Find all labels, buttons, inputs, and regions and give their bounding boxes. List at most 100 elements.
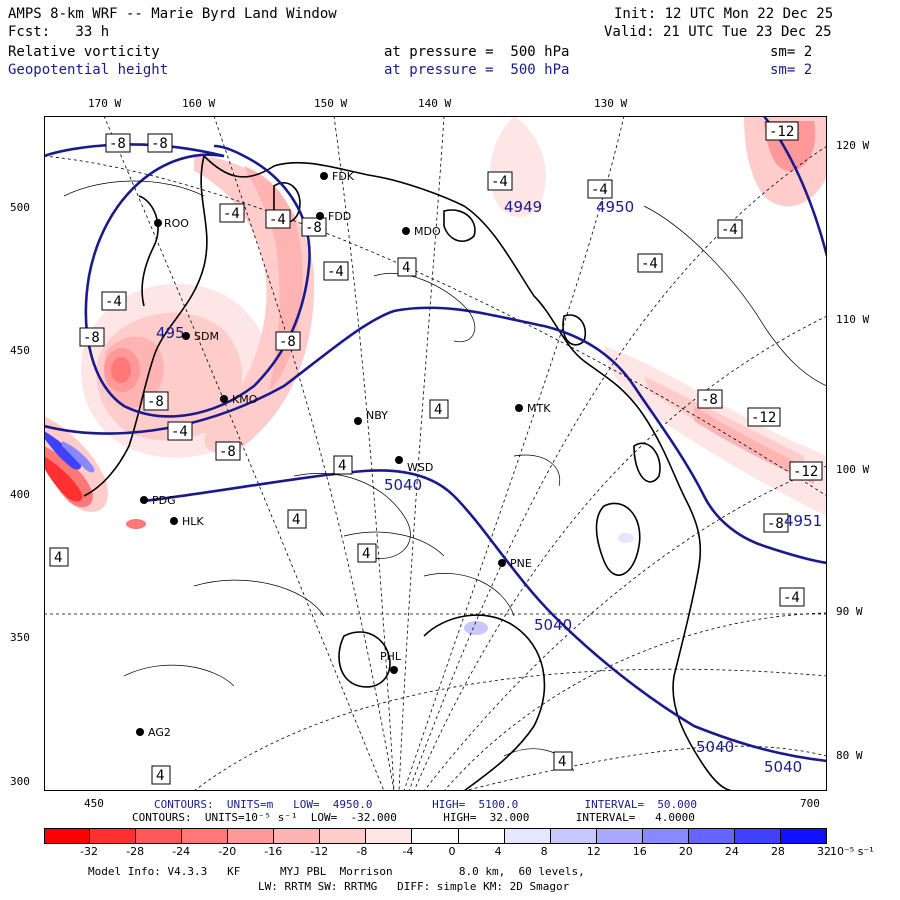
field2-name: Geopotential height <box>8 62 169 78</box>
top-lon-170: 170 W <box>88 97 122 110</box>
svg-text:-8: -8 <box>147 394 164 410</box>
colorbar-swatch <box>90 828 137 844</box>
top-lon-140: 140 W <box>418 97 452 110</box>
station-ag2: AG2 <box>136 726 171 739</box>
svg-text:-8: -8 <box>151 136 168 152</box>
valid-time: Valid: 21 UTC Tue 23 Dec 25 <box>604 24 832 40</box>
colorbar-swatch <box>642 828 689 844</box>
vort-label-pos4-1: 4 <box>397 257 417 277</box>
height-label-4949: 4949 <box>504 198 542 216</box>
vort-label-neg4-8: -4 <box>637 253 663 273</box>
height-label-495: 495 <box>156 324 185 342</box>
top-lon-150: 150 W <box>314 97 348 110</box>
colorbar-tick-label: -16 <box>264 845 283 858</box>
svg-text:-4: -4 <box>105 294 122 310</box>
svg-text:SDM: SDM <box>194 330 219 343</box>
vort-label-neg8-1: -8 <box>105 133 131 153</box>
vort-label-neg4-2: -4 <box>265 209 291 229</box>
svg-text:4: 4 <box>338 458 346 474</box>
vorticity-labels: -8 -8 -4 -4 -8 -4 -4 -8 -8 -8 -4 -8 -4 -… <box>49 121 823 785</box>
colorbar-tick-label: 12 <box>586 845 601 858</box>
right-lon-110: 110 W <box>836 313 870 326</box>
colorbar-swatch <box>274 828 321 844</box>
svg-text:4: 4 <box>156 768 164 784</box>
svg-text:-4: -4 <box>721 222 738 238</box>
colorbar-tick-label: 8 <box>540 845 548 858</box>
stations: ROO FDK FDD MDO SDM KMO NBY WSD MTK PDG … <box>136 170 551 739</box>
colorbar-tick-label: 0 <box>448 845 456 858</box>
svg-text:-4: -4 <box>223 206 240 222</box>
svg-text:4: 4 <box>362 546 370 562</box>
colorbar-swatch <box>596 828 643 844</box>
svg-text:-12: -12 <box>751 410 776 426</box>
colorbar-swatch <box>458 828 505 844</box>
svg-text:4: 4 <box>402 260 410 276</box>
vort-label-neg12-2: -12 <box>747 407 781 427</box>
vort-label-neg12-1: -12 <box>765 121 799 141</box>
vort-label-pos4-6: 4 <box>553 751 573 771</box>
vort-label-neg4-10: -4 <box>779 587 805 607</box>
vort-label-pos4-4: 4 <box>287 509 307 529</box>
colorbar-tick-label: 28 <box>770 845 785 858</box>
field1-level: at pressure = 500 hPa <box>384 44 570 60</box>
station-sdm: SDM <box>182 330 219 343</box>
svg-text:PDG: PDG <box>152 494 176 507</box>
svg-text:-12: -12 <box>793 464 818 480</box>
vort-label-pos4-7: 4 <box>151 765 171 785</box>
vort-label-neg4-4: -4 <box>101 291 127 311</box>
init-time: Init: 12 UTC Mon 22 Dec 25 <box>614 6 834 22</box>
colorbar-tick-label: -24 <box>172 845 191 858</box>
colorbar-swatch <box>734 828 781 844</box>
vort-label-neg8-4: -8 <box>79 327 105 347</box>
vort-label-neg4-5: -4 <box>167 421 193 441</box>
colorbar-tick-label: 20 <box>678 845 693 858</box>
top-lon-130: 130 W <box>594 97 628 110</box>
vort-label-neg4-9: -4 <box>717 219 743 239</box>
station-nby: NBY <box>354 409 388 425</box>
height-label-5040-3: 5040 <box>696 738 734 756</box>
svg-text:KMO: KMO <box>232 393 258 406</box>
svg-text:4: 4 <box>434 402 442 418</box>
svg-text:FDD: FDD <box>328 210 351 223</box>
station-wsd: WSD <box>395 456 433 474</box>
colorbar-tick-label: 24 <box>724 845 739 858</box>
svg-text:AG2: AG2 <box>148 726 171 739</box>
colorbar-swatch <box>44 828 91 844</box>
station-pne: PNE <box>498 557 532 570</box>
model-info-line2: LW: RRTM SW: RRTMG DIFF: simple KM: 2D S… <box>258 880 570 893</box>
colorbar-tick-label: 4 <box>494 845 502 858</box>
colorbar-tick-label: -4 <box>402 845 414 858</box>
vort-label-neg4-6: -4 <box>487 171 513 191</box>
svg-text:4: 4 <box>54 550 62 566</box>
colorbar-unit: 10⁻⁵ s⁻¹ <box>830 845 874 858</box>
height-label-4951: 4951 <box>784 512 822 530</box>
station-phl: PHL <box>380 650 402 674</box>
vort-label-neg4-3: -4 <box>323 261 349 281</box>
vort-label-neg8-5: -8 <box>275 331 301 351</box>
svg-text:PNE: PNE <box>510 557 532 570</box>
svg-text:-8: -8 <box>279 334 296 350</box>
model-info-line1: Model Info: V4.3.3 KF MYJ PBL Morrison 8… <box>88 865 585 878</box>
right-lon-90: 90 W <box>836 605 863 618</box>
vort-label-neg12-3: -12 <box>789 461 823 481</box>
colorbar-swatch <box>780 828 827 844</box>
left-y-400: 400 <box>10 488 30 501</box>
field2-level: at pressure = 500 hPa <box>384 62 570 78</box>
svg-text:FDK: FDK <box>332 170 355 183</box>
svg-text:-8: -8 <box>109 136 126 152</box>
svg-text:4: 4 <box>292 512 300 528</box>
colorbar-swatch <box>504 828 551 844</box>
svg-text:4: 4 <box>558 754 566 770</box>
vort-label-pos4-2: 4 <box>429 399 449 419</box>
station-kmo: KMO <box>220 393 258 406</box>
forecast-hour: Fcst: 33 h <box>8 24 110 40</box>
station-roo: ROO <box>154 217 189 230</box>
svg-text:PHL: PHL <box>380 650 402 663</box>
right-lon-100: 100 W <box>836 463 870 476</box>
colorbar-swatch <box>228 828 275 844</box>
positive-vorticity-shading <box>44 431 634 635</box>
bottom-x-700: 700 <box>800 797 820 810</box>
field1-smooth: sm= 2 <box>770 44 813 60</box>
svg-text:MDO: MDO <box>414 225 441 238</box>
left-y-500: 500 <box>10 201 30 214</box>
